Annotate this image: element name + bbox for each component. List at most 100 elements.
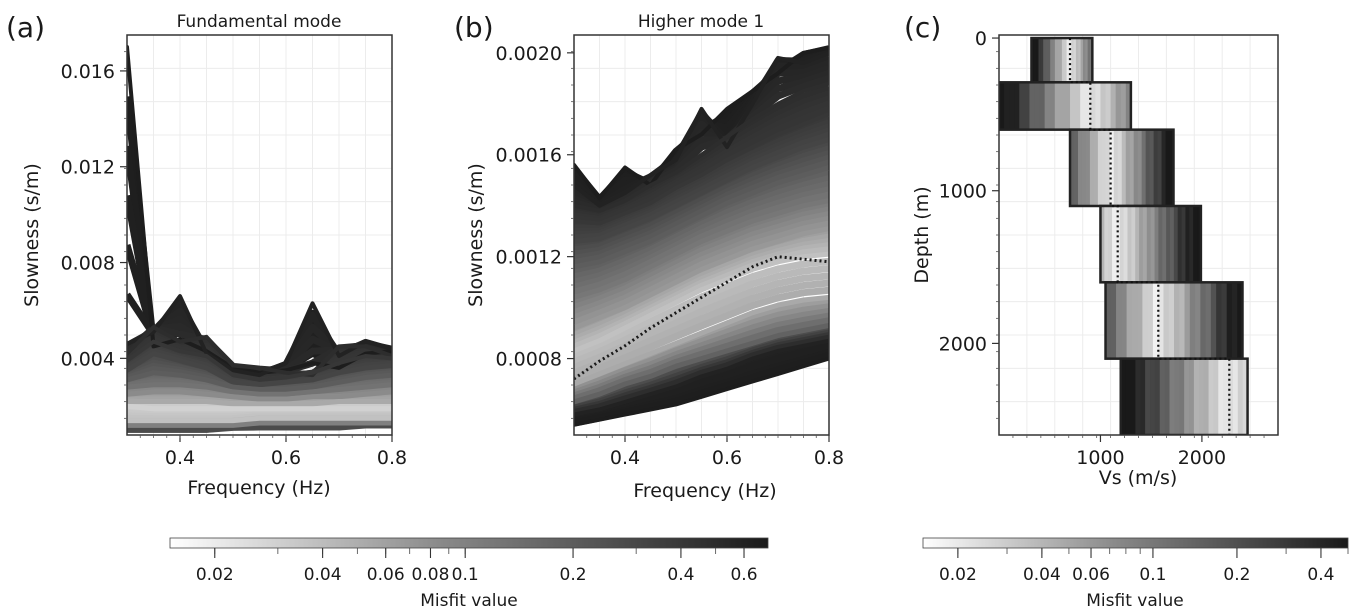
- dispersion-curve: [574, 294, 829, 387]
- vs-strip: [1149, 129, 1155, 206]
- colorbar-tick-label: 0.04: [304, 565, 342, 585]
- vs-strip: [1139, 205, 1144, 283]
- colorbar-left-ticks: 0.02 0.04 0.06 0.08 0.1 0.2 0.4 0.6: [196, 548, 758, 585]
- vs-strip: [1161, 129, 1167, 206]
- vs-strip: [1104, 205, 1109, 283]
- vs-strip: [1127, 205, 1132, 283]
- vs-strip: [1141, 129, 1147, 206]
- dispersion-curve: [574, 81, 829, 213]
- vs-strip: [1152, 282, 1159, 359]
- vs-strip: [1105, 129, 1111, 206]
- vs-strip: [1163, 282, 1170, 359]
- vs-strip: [1113, 129, 1119, 206]
- vs-strip: [1093, 129, 1099, 206]
- vs-strip: [1197, 205, 1202, 283]
- vs-strip: [1036, 38, 1039, 83]
- vs-strip: [1033, 38, 1037, 83]
- fan-curve: [574, 175, 829, 281]
- vs-strip: [1185, 205, 1190, 283]
- y-tick-label: 1000: [939, 181, 987, 203]
- vs-strip: [1077, 129, 1083, 206]
- dispersion-curve: [574, 356, 829, 427]
- vs-strip: [1034, 82, 1041, 130]
- vs-strip: [1210, 282, 1217, 359]
- vs-layer-outline: [999, 81, 1133, 131]
- x-tick-label: 1000: [1076, 447, 1124, 469]
- vs-strip: [1085, 82, 1091, 130]
- vs-strip: [1189, 358, 1195, 435]
- vs-strip: [1226, 282, 1233, 359]
- vs-strip: [1159, 358, 1166, 435]
- vs-strip: [1153, 129, 1159, 206]
- fan-curve: [574, 334, 829, 416]
- vs-strip: [1121, 282, 1128, 359]
- vs-strip: [1193, 205, 1198, 283]
- panel-a-xlabel: Frequency (Hz): [187, 477, 330, 499]
- colorbar-tick-label: 0.4: [1307, 565, 1334, 585]
- vs-strip: [1070, 82, 1076, 130]
- panel-c-label: (c): [904, 11, 941, 44]
- vs-strip: [1168, 282, 1175, 359]
- vs-strip: [1073, 129, 1079, 206]
- vs-strip: [1158, 205, 1163, 283]
- vs-strip: [1057, 38, 1061, 83]
- vs-strip: [1004, 82, 1010, 130]
- panel-c: (c) 1000 2000 0 1000 2000 Vs (m/s) Depth (m): [904, 11, 1279, 489]
- vs-strip: [1116, 282, 1122, 359]
- x-tick-label: 0.4: [610, 447, 640, 469]
- panel-b-ticks: 0.4 0.6 0.8 0.0008 0.0012 0.0016 0.0020: [496, 43, 845, 469]
- y-tick-label: 0.012: [61, 157, 115, 179]
- vs-strip: [1087, 38, 1091, 83]
- vs-strip: [1119, 205, 1125, 283]
- vs-strip: [1154, 205, 1159, 283]
- y-tick-label: 0.016: [61, 61, 115, 83]
- colorbar-tick-label: 0.02: [196, 565, 234, 585]
- vs-strip: [1157, 129, 1163, 206]
- dispersion-curve: [574, 198, 829, 300]
- vs-strip: [1147, 282, 1154, 359]
- vs-strip: [1223, 358, 1229, 435]
- fan-curve: [574, 286, 829, 382]
- vs-strip: [1059, 38, 1063, 83]
- vs-strip: [1070, 129, 1075, 206]
- vs-strip: [1146, 205, 1152, 283]
- panel-b-xlabel: Frequency (Hz): [633, 480, 776, 502]
- dispersion-curve: [127, 403, 392, 412]
- vs-strip: [1100, 205, 1105, 283]
- colorbar-left-label: Misfit value: [420, 591, 517, 611]
- panel-c-profiles: [999, 36, 1249, 435]
- dispersion-curve: [574, 50, 829, 208]
- y-tick-label: 0.008: [61, 253, 115, 275]
- vs-strip: [1142, 205, 1148, 283]
- vs-strip: [1080, 38, 1084, 83]
- colorbar-right: 0.02 0.04 0.06 0.1 0.2 0.4 Misfit value: [922, 537, 1349, 611]
- panel-a-title: Fundamental mode: [177, 12, 342, 32]
- vs-strip: [1216, 282, 1222, 359]
- vs-strip: [1112, 205, 1117, 283]
- panel-a-ticks: 0.4 0.6 0.8 0.004 0.008 0.012 0.016: [61, 51, 407, 469]
- vs-strip: [1129, 129, 1135, 206]
- vs-strip: [1184, 282, 1191, 359]
- vs-strip: [1090, 82, 1096, 130]
- vs-strip: [1131, 205, 1136, 283]
- vs-strip: [1125, 82, 1132, 130]
- vs-strip: [1117, 129, 1123, 206]
- vs-strip: [1137, 282, 1143, 359]
- dispersion-curve: [127, 422, 392, 433]
- vs-strip: [1237, 358, 1244, 435]
- panel-a-label: (a): [6, 11, 45, 44]
- dispersion-curve: [127, 382, 392, 397]
- vs-strip: [1059, 82, 1066, 130]
- vs-strip: [1054, 38, 1058, 83]
- vs-strip: [1193, 358, 1200, 435]
- vs-strip: [1014, 82, 1020, 130]
- vs-layer-outline: [1119, 357, 1249, 435]
- dispersion-curve: [574, 338, 829, 417]
- vs-strip: [1169, 129, 1175, 206]
- best-fit-profile: [1068, 38, 1231, 435]
- panel-a-curves: [127, 45, 392, 433]
- y-tick-label: 0.0012: [496, 247, 562, 269]
- y-tick-label: 0.004: [61, 348, 115, 370]
- dispersion-curve: [574, 165, 829, 270]
- vs-strip: [1120, 82, 1127, 130]
